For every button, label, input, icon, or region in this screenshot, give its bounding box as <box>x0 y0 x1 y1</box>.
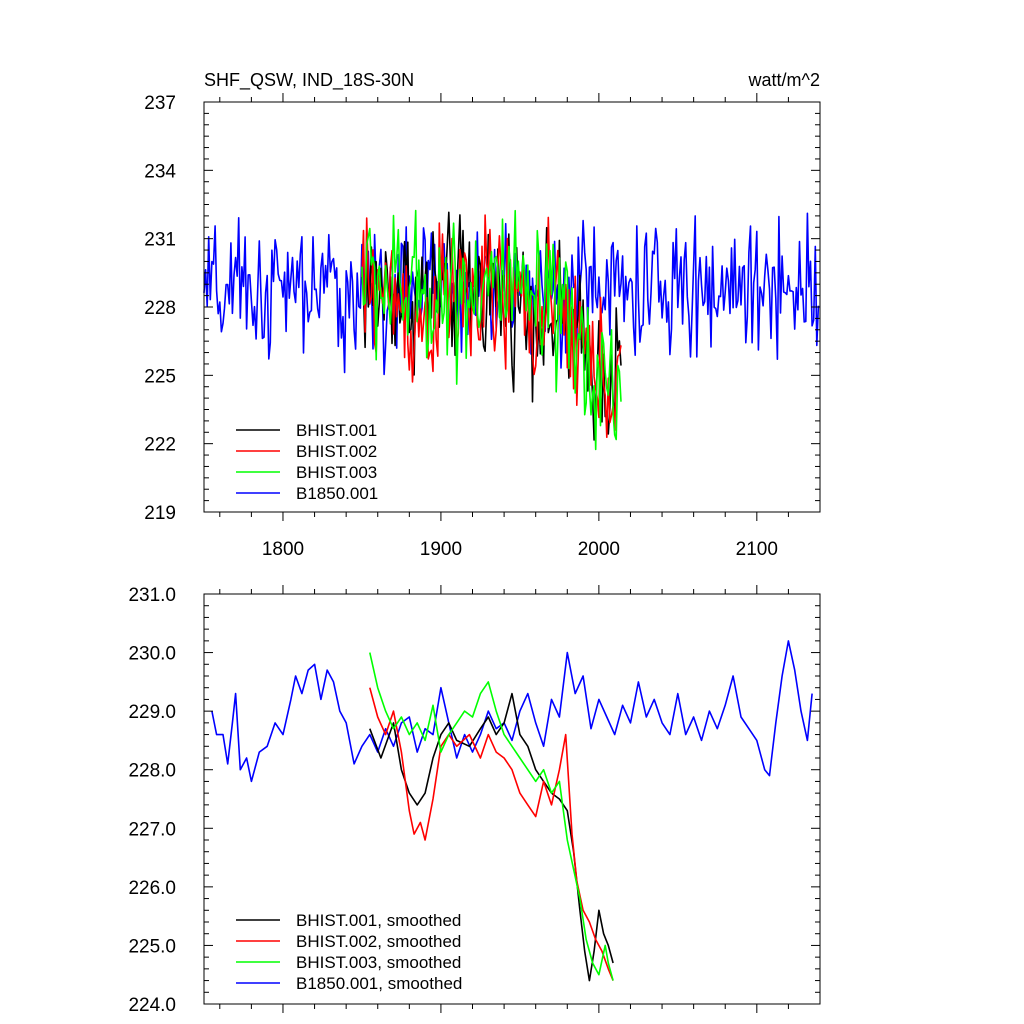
series-line-b1850-001-smoothed <box>211 640 813 783</box>
bottom-axes: 224.0 225.0 226.0 227.0 228.0 229.0 230.0 231.0 <box>128 585 820 1016</box>
legend-label: BHIST.001 <box>296 421 377 440</box>
legend-label: B1850.001 <box>296 484 378 503</box>
bottom-series-group <box>211 640 813 982</box>
y-tick-label: 226.0 <box>128 878 176 899</box>
legend-label: B1850.001, smoothed <box>296 974 462 993</box>
top-legend: BHIST.001 BHIST.002 BHIST.003 B1850.001 <box>236 421 378 503</box>
legend-label: BHIST.003, smoothed <box>296 953 461 972</box>
top-panel: SHF_QSW, IND_18S-30N watt/m^2 2192222252… <box>144 70 821 560</box>
y-tick-label: 225.0 <box>128 936 176 957</box>
y-tick-label: 227.0 <box>128 819 176 840</box>
y-tick-label: 222 <box>144 435 176 456</box>
bottom-plot-frame <box>203 593 821 1005</box>
bottom-legend: BHIST.001, smoothed BHIST.002, smoothed BH… <box>236 911 462 993</box>
units-label: watt/m^2 <box>748 70 820 90</box>
y-tick-label: 230.0 <box>128 644 176 665</box>
bottom-panel: 224.0 225.0 226.0 227.0 228.0 229.0 230.0 231.0… <box>128 585 821 1016</box>
x-tick-label: 2000 <box>578 539 620 560</box>
series-line-bhist-003-smoothed <box>369 652 614 981</box>
legend-label: BHIST.003 <box>296 463 377 482</box>
x-tick-label: 2100 <box>736 539 778 560</box>
series-line-bhist-003 <box>361 209 622 451</box>
y-tick-label: 228 <box>144 298 176 319</box>
top-series-group <box>203 209 820 451</box>
y-tick-label: 228.0 <box>128 761 176 782</box>
legend-label: BHIST.001, smoothed <box>296 911 461 930</box>
y-tick-label: 234 <box>144 161 176 182</box>
legend-label: BHIST.002 <box>296 442 377 461</box>
y-tick-label: 231.0 <box>128 585 176 606</box>
y-tick-label: 237 <box>144 93 176 114</box>
y-tick-label: 229.0 <box>128 702 176 723</box>
series-line-bhist-002 <box>361 214 622 438</box>
legend-label: BHIST.002, smoothed <box>296 932 461 951</box>
y-tick-label: 225 <box>144 366 176 387</box>
series-line-bhist-001-smoothed <box>369 692 614 982</box>
chart-title: SHF_QSW, IND_18S-30N <box>204 70 414 91</box>
y-tick-label: 224.0 <box>128 995 176 1016</box>
top-axes: 219 222 225 228 231 234 237 1800 1900 2000 2100 <box>144 93 820 560</box>
y-tick-label: 219 <box>144 503 176 524</box>
y-tick-label: 231 <box>144 230 176 251</box>
x-tick-label: 1800 <box>262 539 304 560</box>
x-tick-label: 1900 <box>420 539 462 560</box>
